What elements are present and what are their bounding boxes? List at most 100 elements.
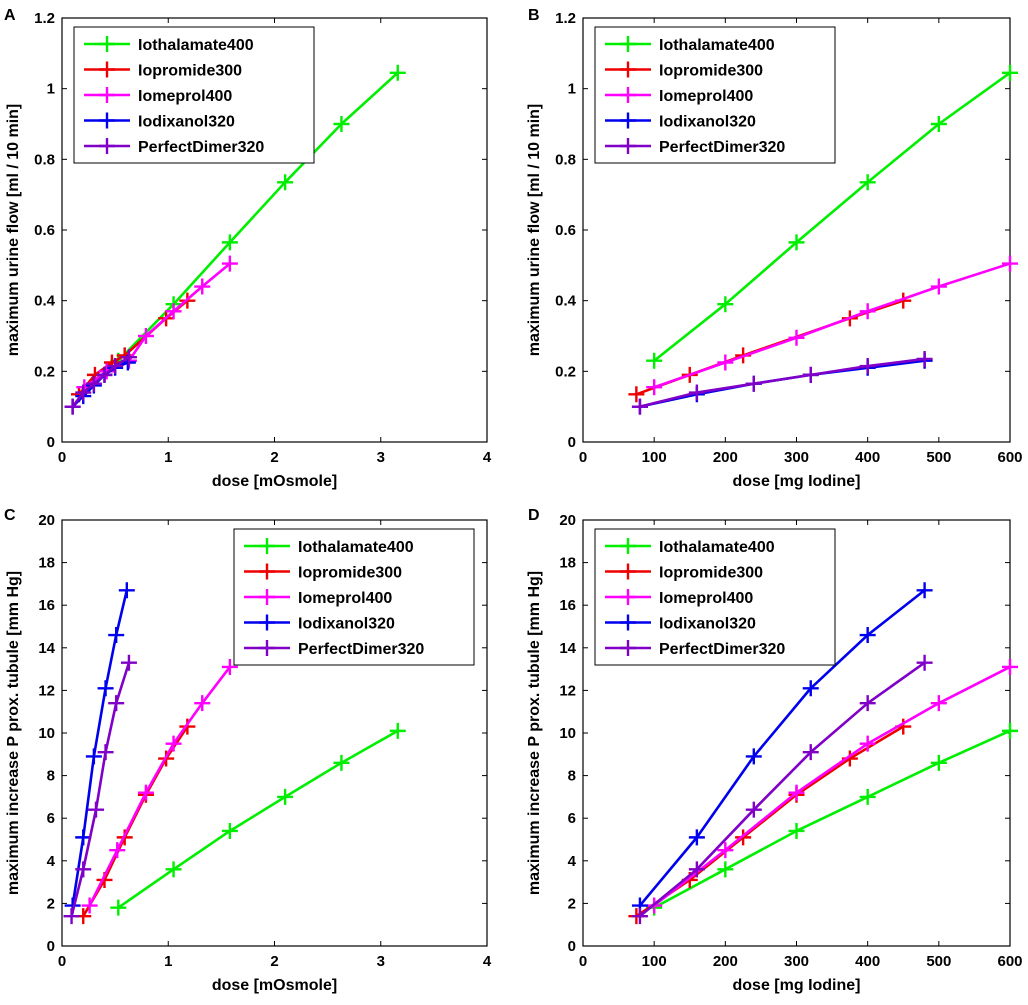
legend-entry: Iodixanol320 bbox=[138, 114, 235, 131]
legend-entry: Iodixanol320 bbox=[298, 616, 395, 633]
legend-entry: Iopromide300 bbox=[138, 63, 242, 80]
legend-marker bbox=[259, 640, 275, 656]
x-tick-label: 100 bbox=[642, 953, 667, 970]
y-tick-label: 0.4 bbox=[34, 293, 56, 310]
y-tick-label: 14 bbox=[559, 640, 576, 657]
y-tick-label: 1 bbox=[47, 81, 55, 98]
legend-marker bbox=[620, 563, 636, 580]
legend-marker bbox=[99, 61, 115, 78]
x-axis-label: dose [mg Iodine] bbox=[733, 977, 861, 994]
data-point bbox=[63, 908, 80, 925]
data-point bbox=[1002, 255, 1018, 272]
legend-marker bbox=[259, 589, 275, 605]
data-point bbox=[120, 349, 137, 366]
x-tick-label: 300 bbox=[784, 449, 809, 466]
legend-marker bbox=[99, 112, 115, 129]
series-line-iothalamate400 bbox=[117, 71, 399, 362]
series-line-iomeprol400 bbox=[88, 666, 231, 907]
data-point bbox=[916, 350, 933, 367]
x-tick-label: 500 bbox=[926, 449, 951, 466]
data-point bbox=[109, 842, 126, 859]
legend-entry: Iodixanol320 bbox=[659, 114, 756, 131]
x-tick-label: 0 bbox=[579, 953, 587, 970]
data-point bbox=[165, 861, 182, 878]
legend-marker bbox=[620, 112, 636, 129]
data-point bbox=[108, 695, 125, 712]
y-tick-label: 18 bbox=[38, 555, 55, 572]
legend-marker bbox=[99, 87, 115, 103]
x-tick-label: 600 bbox=[997, 953, 1022, 970]
data-point bbox=[859, 174, 876, 191]
legend-marker bbox=[620, 61, 636, 78]
data-point bbox=[628, 386, 645, 403]
y-tick-label: 16 bbox=[38, 597, 55, 614]
data-point bbox=[859, 358, 876, 375]
legend: Iothalamate400 Iopromide300 Iomeprol400 Iod… bbox=[73, 26, 315, 164]
y-tick-label: 12 bbox=[38, 682, 55, 699]
legend-entry: Iomeprol400 bbox=[298, 590, 392, 607]
x-tick-label: 200 bbox=[713, 953, 738, 970]
data-point bbox=[389, 722, 406, 739]
data-point bbox=[930, 695, 947, 712]
y-tick-label: 0 bbox=[568, 434, 576, 451]
series-line-iothalamate400 bbox=[117, 729, 399, 909]
y-tick-label: 4 bbox=[47, 853, 56, 870]
legend-marker bbox=[620, 138, 636, 154]
x-tick-label: 400 bbox=[855, 953, 880, 970]
data-point bbox=[930, 278, 947, 295]
legend-marker bbox=[99, 36, 115, 52]
legend-marker bbox=[259, 563, 275, 580]
x-tick-label: 300 bbox=[784, 953, 809, 970]
data-point bbox=[859, 788, 876, 805]
data-point bbox=[88, 801, 104, 818]
panel-label: A bbox=[4, 7, 16, 24]
data-point bbox=[389, 64, 406, 81]
y-axis-label: maximum increase P prox. tubule [mm Hg] bbox=[5, 571, 22, 895]
panel-a: A 0 1 2 3 4 0 0.2 0.4 0.6 0.8 1 1.2 dose [mOsmole] max… bbox=[4, 7, 492, 490]
y-tick-label: 2 bbox=[47, 895, 55, 912]
x-tick-label: 600 bbox=[997, 449, 1022, 466]
data-point bbox=[277, 788, 294, 805]
y-axis-label: maximum increase P prox. tubule [mm Hg] bbox=[526, 571, 543, 895]
y-tick-label: 10 bbox=[559, 725, 576, 742]
data-point bbox=[75, 829, 92, 846]
data-point bbox=[916, 654, 933, 671]
data-point bbox=[81, 897, 98, 914]
data-point bbox=[788, 822, 805, 839]
data-point bbox=[859, 735, 876, 752]
data-point bbox=[745, 801, 762, 818]
data-point bbox=[194, 695, 211, 712]
y-tick-label: 12 bbox=[559, 682, 576, 699]
panel-label: D bbox=[528, 507, 540, 524]
x-tick-label: 2 bbox=[270, 449, 278, 466]
series-line-iothalamate400 bbox=[653, 729, 1011, 909]
x-tick-label: 1 bbox=[164, 953, 172, 970]
y-axis-label: maximum urine flow [ml / 10 min] bbox=[526, 104, 543, 357]
x-tick-label: 500 bbox=[926, 953, 951, 970]
legend-entry: Iothalamate400 bbox=[659, 37, 775, 54]
y-tick-label: 0.8 bbox=[34, 151, 55, 168]
y-tick-label: 8 bbox=[47, 768, 55, 785]
data-point bbox=[165, 735, 182, 752]
panel-b: B 0 100 200 300 400 500 600 0 0.2 0.4 0.6 0.8 1 1.2 dos… bbox=[526, 7, 1023, 490]
data-point bbox=[221, 234, 238, 251]
x-tick-label: 2 bbox=[270, 953, 278, 970]
data-point bbox=[859, 303, 876, 320]
data-point bbox=[221, 822, 238, 839]
series-line-iomeprol400 bbox=[653, 262, 1011, 389]
data-point bbox=[788, 234, 805, 251]
data-point bbox=[646, 379, 663, 396]
data-point bbox=[1002, 658, 1018, 675]
data-point bbox=[333, 116, 350, 132]
y-tick-label: 0.4 bbox=[555, 293, 577, 310]
y-tick-label: 1.2 bbox=[34, 10, 55, 27]
x-tick-label: 100 bbox=[642, 449, 667, 466]
legend: Iothalamate400 Iopromide300 Iomeprol400 Iod… bbox=[594, 26, 836, 164]
data-point bbox=[221, 658, 238, 675]
y-tick-label: 4 bbox=[568, 853, 577, 870]
legend-marker bbox=[620, 36, 636, 52]
panel-d: D 0 100 200 300 400 500 600 0 2 4 6 8 10 12 14 16 18 20 dos… bbox=[526, 507, 1023, 994]
data-point bbox=[137, 328, 154, 344]
